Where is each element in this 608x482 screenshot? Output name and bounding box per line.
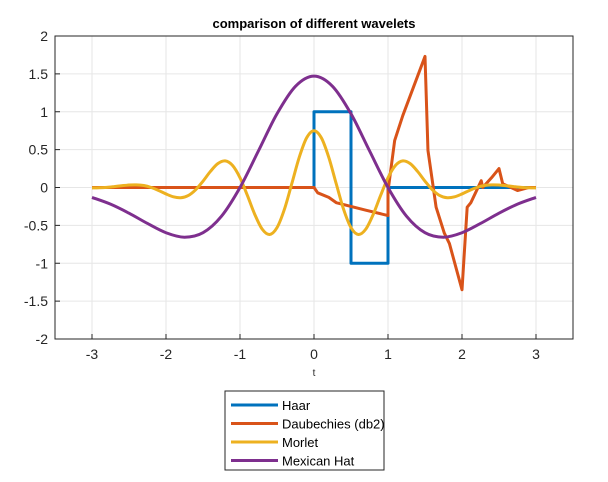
legend-item-mexican-hat[interactable]: Mexican Hat [231,454,355,469]
legend-label: Daubechies (db2) [282,417,385,432]
x-tick-label: 2 [458,346,466,362]
legend-label: Morlet [282,435,319,450]
series-lines [91,54,537,292]
x-tick-label: -1 [234,346,247,362]
x-tick-label: 3 [532,346,540,362]
y-tick-label: -1 [36,255,49,271]
legend-label: Haar [282,398,311,413]
y-tick-label: 0.5 [29,142,49,158]
x-tick-label: -2 [160,346,173,362]
x-tick-label: 0 [310,346,318,362]
x-tick-label: -3 [86,346,99,362]
legend[interactable]: Haar Daubechies (db2) Morlet Mexican Hat [224,390,385,471]
y-tick-label: 0 [40,180,48,196]
legend-item-daubechies-db2[interactable]: Daubechies (db2) [231,417,385,432]
y-tick-label: 1 [40,104,48,120]
series-line-mexican-hat [91,74,537,239]
y-tick-label: -2 [36,331,49,347]
legend-label: Mexican Hat [282,454,355,469]
series-line-morlet [91,129,537,236]
y-tick-label: 1.5 [29,66,49,82]
y-tick-label: -1.5 [24,293,48,309]
y-tick-label: 2 [40,28,48,44]
legend-item-morlet[interactable]: Morlet [231,435,319,450]
chart-title: comparison of different wavelets [213,16,416,31]
x-tick-label: 1 [384,346,392,362]
tick-labels: -3 -2 -1 0 1 2 3 -2 -1.5 -1 -0.5 0 0.5 1 1.5 2 [24,28,540,362]
x-axis-label: t [313,368,316,379]
y-tick-label: -0.5 [24,217,48,233]
legend-item-haar[interactable]: Haar [231,398,311,413]
